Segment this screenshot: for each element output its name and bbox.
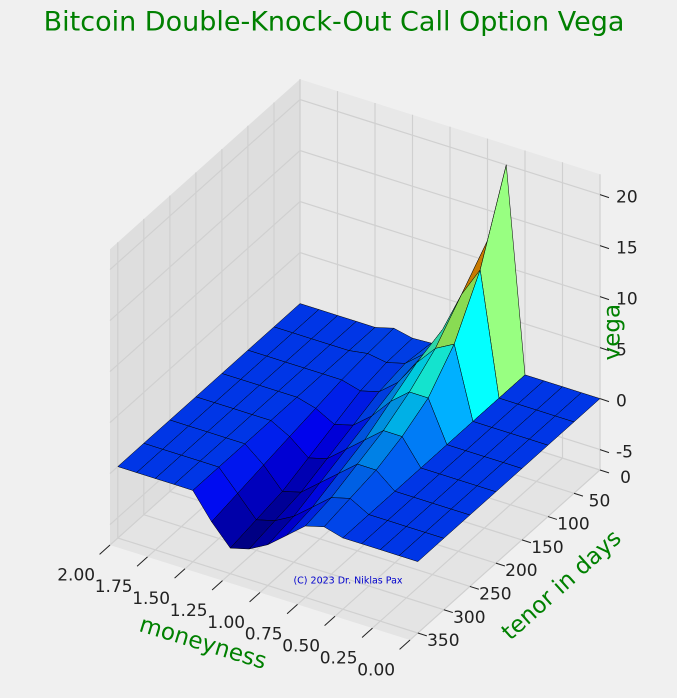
z-tick-label: 10 (616, 290, 638, 310)
z-tick-label: 20 (616, 188, 638, 208)
tick-mark (361, 627, 373, 638)
tick-mark (599, 398, 610, 403)
grid-line (143, 218, 444, 611)
x-tick-label: 0.75 (245, 625, 283, 645)
z-tick-label: 15 (616, 239, 638, 259)
tick-mark (573, 492, 584, 497)
surface-cell (398, 532, 445, 562)
tick-mark (136, 556, 148, 567)
y-tick-label: 350 (427, 631, 459, 651)
x-tick-label: 1.25 (170, 601, 208, 621)
y-tick-label: 100 (557, 515, 589, 535)
tick-mark (599, 347, 610, 352)
z-tick-label: 0 (616, 392, 627, 412)
chart-title: Bitcoin Double-Knock-Out Call Option Veg… (44, 7, 625, 38)
tick-mark (469, 585, 480, 590)
annotation: (C) 2023 Dr. Niklas Pax (293, 576, 402, 587)
grid-line (109, 98, 601, 271)
tick-mark (286, 604, 298, 615)
tick-mark (399, 639, 411, 650)
tick-mark (547, 516, 558, 520)
y-tick-label: 150 (531, 538, 563, 558)
x-tick-label: 2.00 (57, 565, 95, 585)
y-tick-label: 200 (505, 561, 537, 581)
tick-mark (495, 562, 506, 567)
tick-mark (599, 469, 610, 474)
x-tick-label: 0.00 (357, 660, 395, 680)
tick-mark (174, 568, 186, 579)
tick-mark (99, 544, 111, 555)
x-tick-label: 1.75 (95, 577, 133, 597)
surface (117, 164, 601, 562)
y-tick-label: 50 (589, 491, 611, 511)
side-pane (110, 79, 300, 545)
tick-mark (599, 194, 610, 199)
tick-mark (599, 245, 610, 250)
tick-mark (324, 615, 336, 626)
tick-mark (211, 580, 223, 591)
tick-mark (521, 539, 532, 544)
y-tick-label: 250 (479, 585, 511, 605)
z-tick-label: 5 (616, 341, 627, 361)
z-axis-label: vega (600, 304, 626, 360)
x-tick-label: 0.50 (282, 637, 320, 657)
z-tick-label: -5 (616, 443, 633, 463)
x-tick-label: 0.25 (320, 648, 358, 668)
tick-mark (249, 592, 261, 603)
grid-line (117, 242, 418, 634)
tick-mark (599, 449, 610, 454)
y-tick-label: 300 (453, 608, 485, 628)
x-axis-label: moneyness (136, 612, 269, 675)
grid-line (169, 195, 471, 587)
tick-mark (443, 609, 453, 614)
tick-mark (417, 632, 427, 637)
y-tick-label: 0 (620, 468, 631, 488)
x-tick-label: 1.50 (132, 589, 170, 609)
x-tick-label: 1.00 (207, 613, 245, 633)
tick-mark (599, 296, 610, 301)
